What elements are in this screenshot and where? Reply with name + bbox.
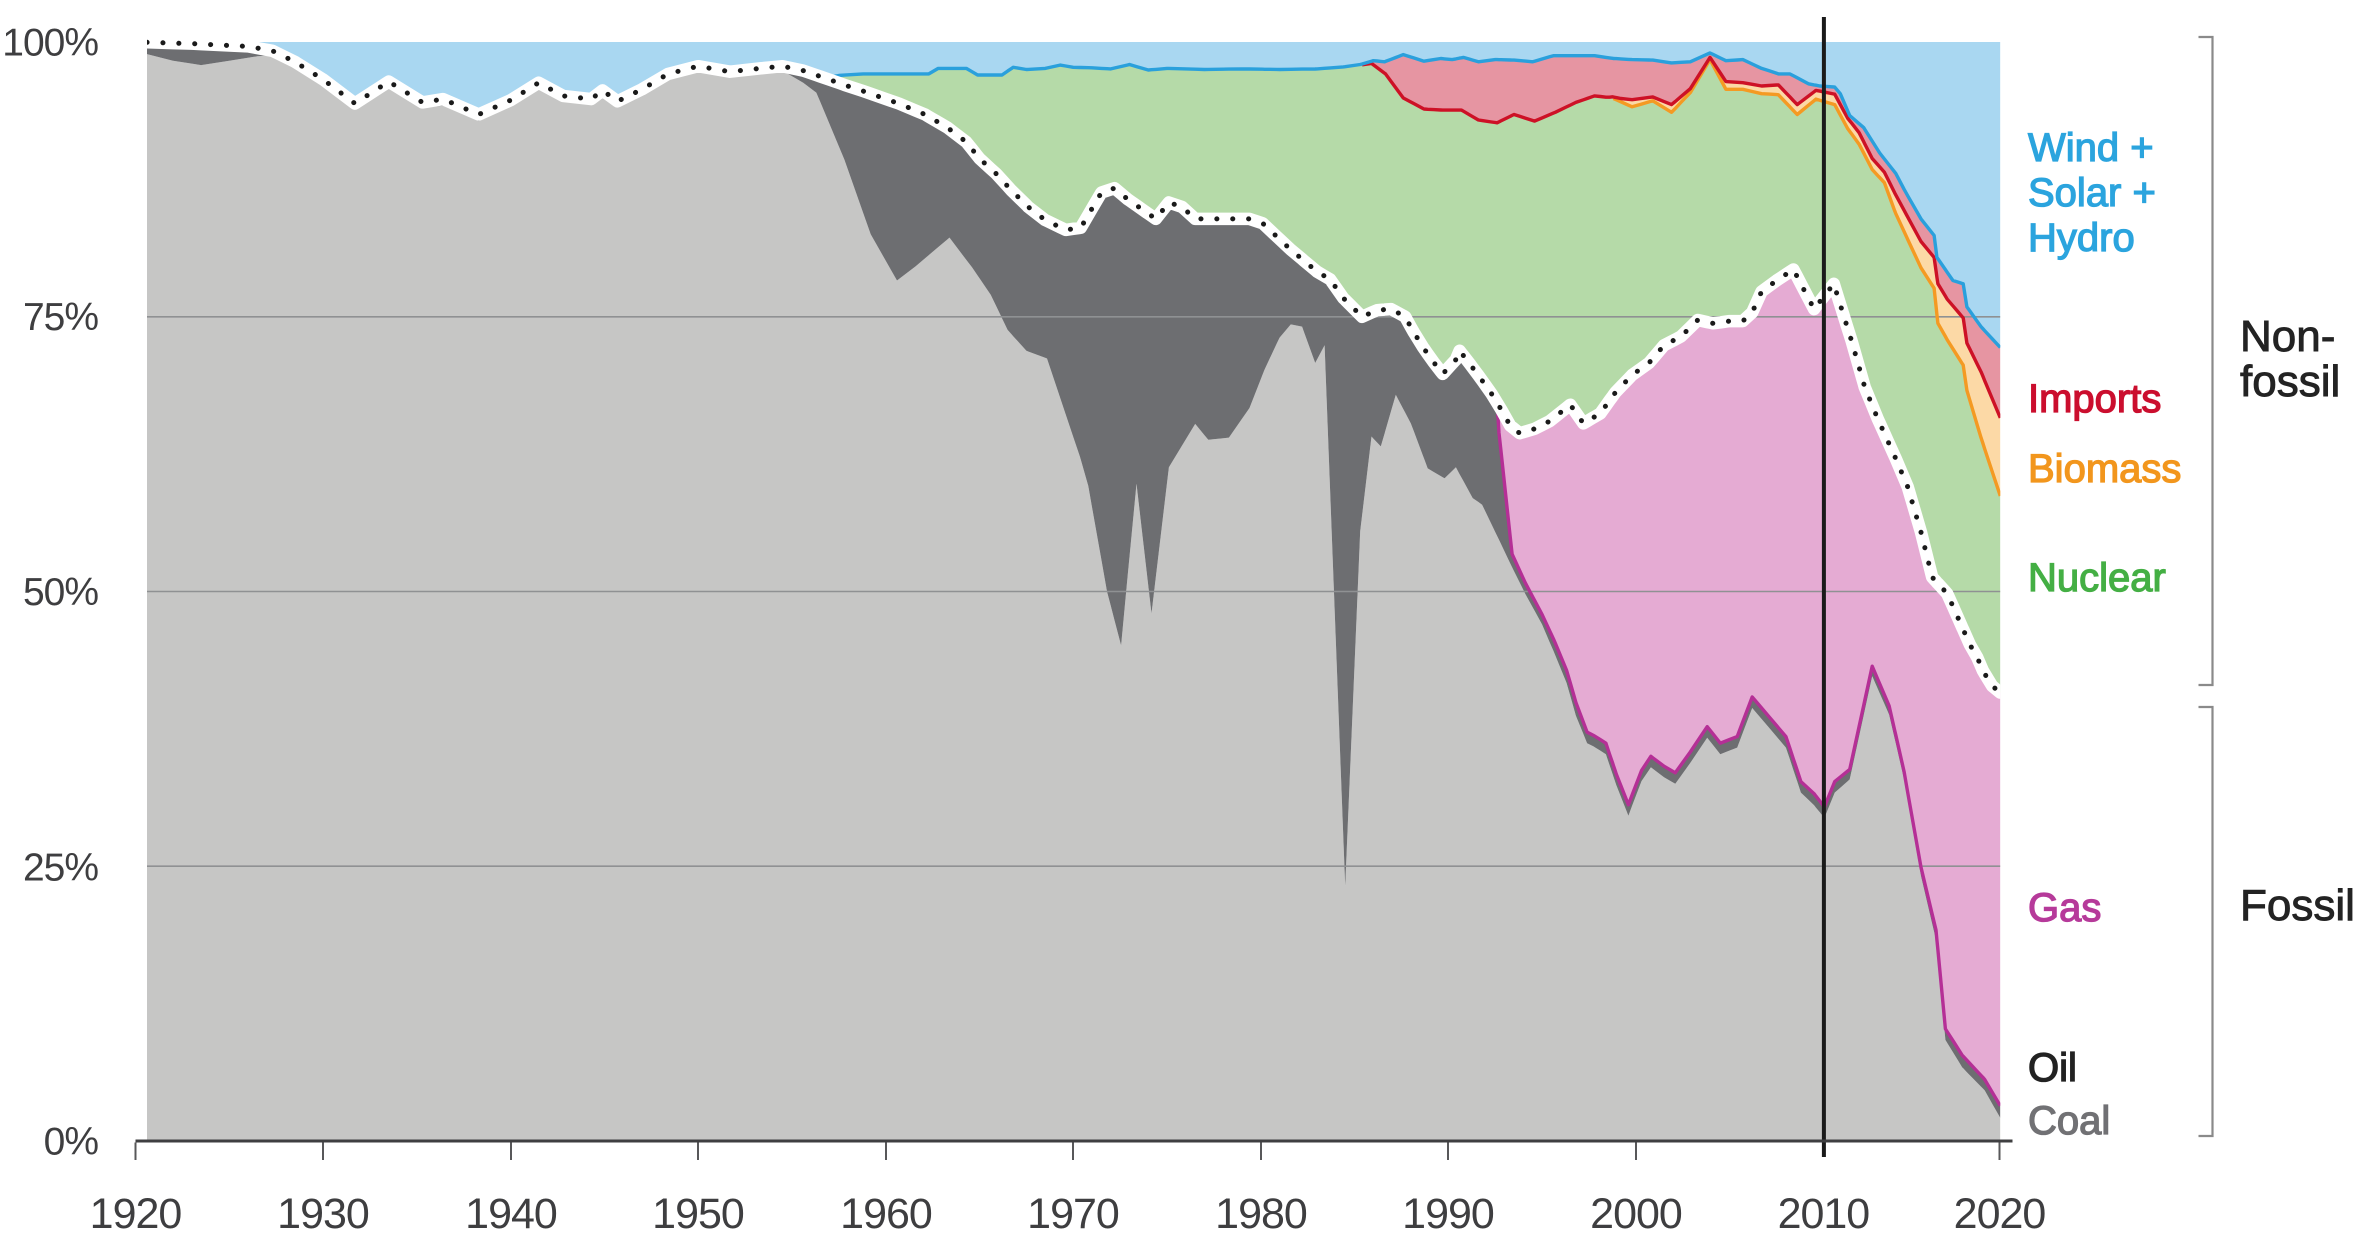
svg-text:2020: 2020 <box>1954 1190 2046 1238</box>
svg-text:100%: 100% <box>2 22 98 65</box>
svg-text:2010: 2010 <box>1778 1190 1870 1238</box>
svg-text:Hydro: Hydro <box>2028 216 2135 260</box>
svg-text:1960: 1960 <box>840 1190 932 1238</box>
svg-text:Non-: Non- <box>2240 312 2335 361</box>
svg-text:2000: 2000 <box>1590 1190 1682 1238</box>
svg-text:Imports: Imports <box>2028 377 2161 421</box>
svg-text:50%: 50% <box>23 571 98 614</box>
svg-text:fossil: fossil <box>2240 357 2340 406</box>
svg-text:1930: 1930 <box>277 1190 369 1238</box>
svg-text:25%: 25% <box>23 846 98 889</box>
svg-text:Gas: Gas <box>2028 886 2101 930</box>
svg-text:Oil: Oil <box>2028 1046 2077 1090</box>
svg-text:Fossil: Fossil <box>2240 881 2355 930</box>
svg-text:75%: 75% <box>23 296 98 339</box>
svg-text:1970: 1970 <box>1027 1190 1119 1238</box>
svg-text:1990: 1990 <box>1402 1190 1494 1238</box>
svg-text:1950: 1950 <box>652 1190 744 1238</box>
svg-text:Wind +: Wind + <box>2028 126 2154 170</box>
svg-text:0%: 0% <box>44 1121 99 1164</box>
svg-text:1940: 1940 <box>465 1190 557 1238</box>
svg-text:Coal: Coal <box>2028 1099 2110 1143</box>
svg-text:1980: 1980 <box>1215 1190 1307 1238</box>
svg-text:1920: 1920 <box>90 1190 182 1238</box>
svg-text:Solar +: Solar + <box>2028 171 2156 215</box>
svg-text:Nuclear: Nuclear <box>2028 556 2166 600</box>
svg-text:Biomass: Biomass <box>2028 447 2181 491</box>
